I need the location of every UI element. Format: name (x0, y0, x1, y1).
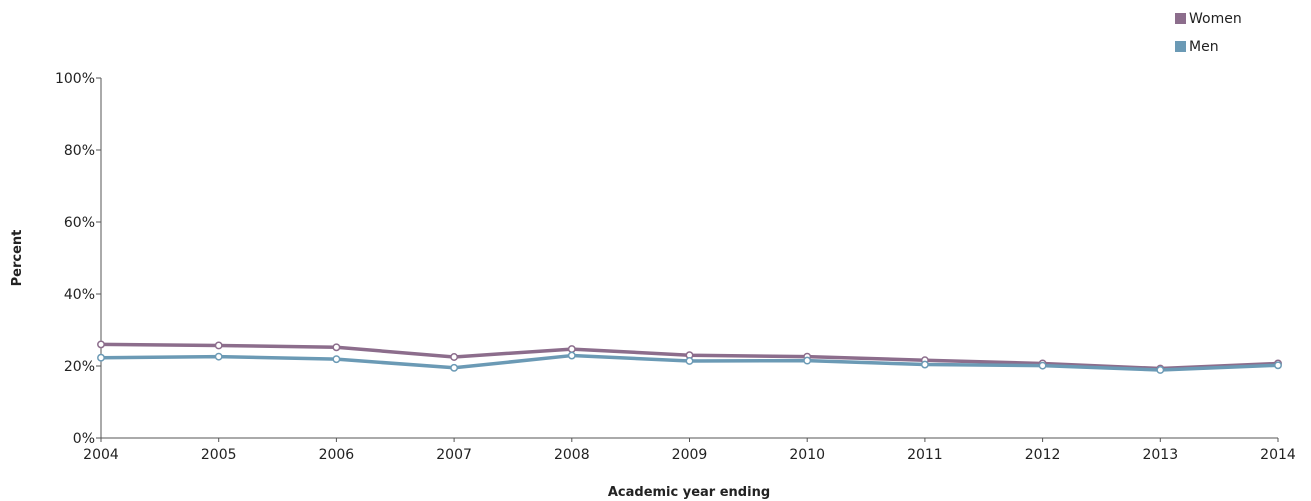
data-point-men (332, 355, 341, 364)
x-axis-title: Academic year ending (608, 485, 770, 500)
x-tick-label: 2014 (1260, 447, 1296, 463)
x-tick-label: 2007 (436, 447, 472, 463)
data-point-men (1038, 361, 1047, 370)
y-tick-label: 0% (73, 431, 95, 447)
data-point-women (97, 340, 105, 349)
x-tick-label: 2005 (201, 447, 237, 463)
y-tick-label: 80% (64, 143, 95, 159)
y-tick-label: 20% (64, 359, 95, 375)
data-point-men (214, 352, 223, 361)
x-tick-label: 2010 (789, 447, 825, 463)
data-point-men (685, 357, 694, 365)
data-point-men (803, 356, 812, 365)
data-point-women (214, 341, 223, 350)
legend-label-women: Women (1189, 11, 1242, 27)
data-point-women (567, 345, 576, 354)
x-tick-label: 2008 (554, 447, 590, 463)
x-tick-label: 2011 (907, 447, 943, 463)
y-axis-title: Percent (10, 230, 25, 287)
y-tick-label: 100% (55, 71, 95, 87)
x-tick-label: 2006 (319, 447, 355, 463)
y-tick-labels: 0% 20% 40% 60% 80% 100% (55, 71, 101, 447)
x-tick-label: 2013 (1142, 447, 1178, 463)
x-tick-label: 2004 (83, 447, 119, 463)
legend: Women Men (1175, 11, 1242, 55)
data-point-men (97, 353, 105, 362)
data-point-women (332, 343, 341, 352)
y-tick-label: 40% (64, 287, 95, 303)
data-points (97, 340, 1282, 374)
data-point-men (450, 363, 459, 372)
legend-label-men: Men (1189, 39, 1219, 55)
y-tick-label: 60% (64, 215, 95, 231)
legend-swatch-women (1175, 13, 1186, 24)
data-point-men (920, 360, 929, 369)
data-point-men (1156, 366, 1165, 374)
x-tick-labels: 2004 2005 2006 2007 2008 2009 2010 2011 2012 2013… (83, 438, 1296, 463)
data-point-men (1274, 361, 1282, 370)
legend-swatch-men (1175, 41, 1186, 52)
axes (100, 78, 1278, 439)
data-point-women (450, 353, 459, 361)
x-tick-label: 2009 (672, 447, 708, 463)
x-tick-label: 2012 (1025, 447, 1061, 463)
data-point-men (567, 351, 576, 360)
